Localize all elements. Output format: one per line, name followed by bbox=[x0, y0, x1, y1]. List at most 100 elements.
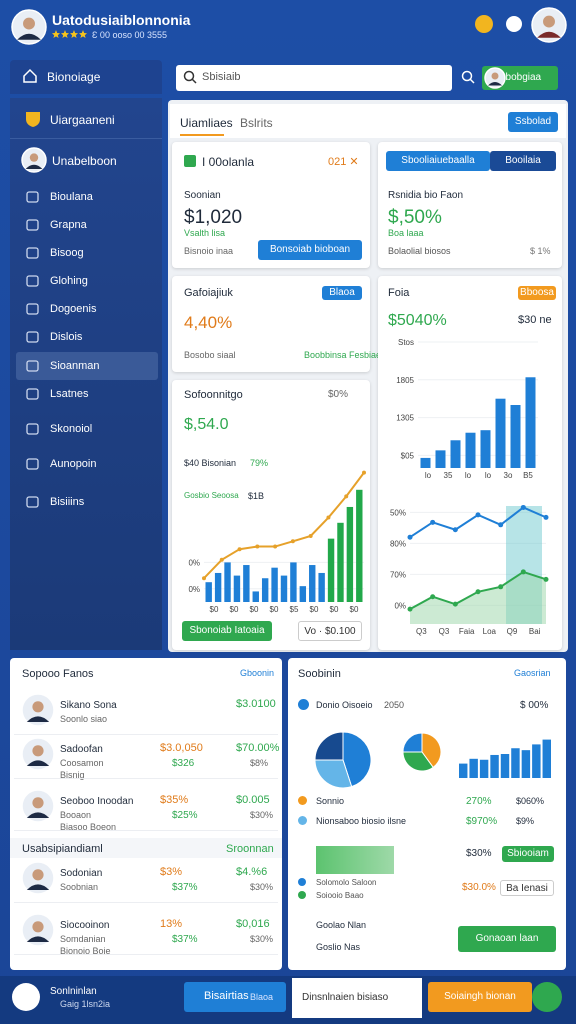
person-value-b: $0.005 bbox=[236, 794, 270, 806]
nav-icon-shape bbox=[26, 191, 39, 203]
person-value-b2: $30% bbox=[250, 934, 274, 944]
search-box[interactable] bbox=[176, 65, 452, 91]
nav-item[interactable]: Bisiiins bbox=[50, 496, 85, 508]
person-value-b2: $30% bbox=[250, 810, 274, 820]
trend-point bbox=[255, 544, 260, 549]
tab-button[interactable]: Ssbolad bbox=[508, 112, 558, 132]
nav-item[interactable]: Dislois bbox=[50, 331, 83, 343]
analytics-row-b: $9% bbox=[516, 816, 535, 826]
avatar-body bbox=[25, 164, 43, 169]
row-divider bbox=[14, 778, 278, 779]
y-tick-label: 0% bbox=[188, 558, 200, 567]
nav-icon bbox=[26, 423, 39, 435]
nav-icon-shape bbox=[26, 458, 39, 470]
avatar-head bbox=[543, 15, 555, 28]
progress-button[interactable]: Sbiooiam bbox=[502, 846, 554, 862]
nav-item[interactable]: Sioanman bbox=[50, 360, 100, 372]
nav-item[interactable]: Aunopoin bbox=[50, 458, 97, 470]
analytics-link[interactable]: Gaosrian bbox=[514, 668, 551, 678]
person-value-b: $4.%6 bbox=[236, 866, 268, 878]
card-1-title: I 00olanla bbox=[202, 155, 255, 169]
bar bbox=[356, 489, 363, 602]
people-link[interactable]: Gboonin bbox=[240, 668, 275, 678]
nav-item[interactable]: Glohing bbox=[50, 275, 88, 287]
progress-value: $30% bbox=[466, 848, 492, 859]
card-4-button[interactable]: Bboosa bbox=[518, 286, 556, 300]
y-tick-label: 0% bbox=[394, 601, 406, 610]
tab[interactable]: Uiamliaes bbox=[180, 116, 233, 130]
series-point bbox=[407, 606, 413, 612]
logo-shield bbox=[26, 112, 40, 127]
list-button[interactable]: Ba Ienasi bbox=[500, 880, 554, 896]
person-sub: Somdanian bbox=[60, 934, 106, 944]
series-point bbox=[407, 534, 413, 540]
pie-slice bbox=[402, 751, 434, 772]
card-5-value: $,54.0 bbox=[184, 416, 229, 433]
nav-icon-shape bbox=[26, 219, 39, 231]
card-5-legend: Gosbio Seoosa bbox=[184, 491, 239, 500]
avatar-head bbox=[23, 17, 35, 30]
card-2-value: $,50% bbox=[388, 207, 442, 228]
row-divider bbox=[14, 734, 278, 735]
trend-point bbox=[326, 515, 331, 520]
nav-item[interactable]: Bioulana bbox=[50, 191, 93, 203]
x-tick-label: lo bbox=[465, 471, 472, 480]
bar bbox=[435, 450, 446, 468]
card-2-tab[interactable]: Booilaia bbox=[490, 151, 556, 171]
avatar-body bbox=[26, 884, 50, 890]
series-area bbox=[410, 571, 546, 624]
x-tick-label: Q3 bbox=[416, 627, 427, 636]
card-2-tab[interactable]: Sbooliaiuebaalla bbox=[386, 151, 490, 171]
analytics-footer-button[interactable]: Gonaoan laan bbox=[458, 926, 556, 952]
profile-avatar bbox=[11, 9, 47, 45]
trend-point bbox=[202, 576, 206, 581]
person-value-a: $35% bbox=[160, 794, 189, 806]
footer-fab[interactable] bbox=[532, 982, 562, 1012]
x-tick-label: $0 bbox=[230, 605, 239, 614]
active-item bbox=[16, 352, 158, 380]
x-tick-label: $5 bbox=[290, 605, 299, 614]
analytics-legend: Donio Oisoeio bbox=[316, 700, 373, 710]
footer-cta[interactable]: Soiaingh bionan bbox=[428, 982, 532, 1012]
nav-item[interactable]: Dogoenis bbox=[50, 303, 97, 315]
person-name: Sadoofan bbox=[60, 744, 103, 755]
trend-point bbox=[237, 547, 242, 552]
nav-item[interactable]: Skonoiol bbox=[50, 423, 93, 435]
search-handle bbox=[191, 78, 197, 84]
card-5-select[interactable]: Vo · $0.100 bbox=[298, 621, 362, 641]
rating-star bbox=[70, 30, 78, 38]
card-1-footer: Bisnoio inaa bbox=[184, 246, 234, 256]
y-tick-label: $05 bbox=[401, 451, 415, 460]
nav-icon bbox=[26, 275, 39, 287]
card-3-button[interactable]: Blaoa bbox=[322, 286, 362, 300]
tab[interactable]: Bslrits bbox=[240, 116, 273, 130]
bar bbox=[490, 754, 499, 778]
bar bbox=[525, 377, 536, 468]
footer-input[interactable] bbox=[292, 978, 422, 1018]
bar-chart bbox=[459, 739, 551, 778]
nav-item[interactable]: Bisoog bbox=[50, 247, 84, 259]
card-5-button[interactable]: Sbonoiab Iatoaia bbox=[182, 621, 272, 641]
bar bbox=[495, 398, 506, 468]
card-3-value: 4,40% bbox=[184, 313, 233, 332]
people-panel bbox=[10, 658, 282, 970]
search-handle bbox=[469, 78, 475, 84]
footer-button-2: Blaoa bbox=[250, 992, 274, 1002]
footer-logo bbox=[12, 983, 40, 1011]
card-2-footer: Bolaolial biosos bbox=[388, 246, 451, 256]
bar bbox=[309, 565, 316, 602]
nav-item[interactable]: Lsatnes bbox=[50, 388, 89, 400]
person-value-a: $3.0,050 bbox=[160, 742, 203, 754]
footer-button-group[interactable] bbox=[184, 982, 286, 1012]
person-value-b: $70.00% bbox=[236, 742, 280, 754]
series-point bbox=[452, 527, 458, 533]
card-3-footer-2: Boobbinsa Fesbiae bbox=[304, 350, 382, 360]
sidebar-user: Unabelboon bbox=[52, 154, 117, 168]
bar bbox=[465, 432, 476, 468]
nav-item[interactable]: Grapna bbox=[50, 219, 87, 231]
search-placeholder: Sbisiaib bbox=[202, 71, 241, 83]
pie-chart bbox=[402, 732, 442, 772]
bar bbox=[337, 522, 344, 602]
nav-icon-shape bbox=[26, 331, 39, 343]
card-1-button[interactable]: Bonsoiab bioboan bbox=[258, 240, 362, 260]
